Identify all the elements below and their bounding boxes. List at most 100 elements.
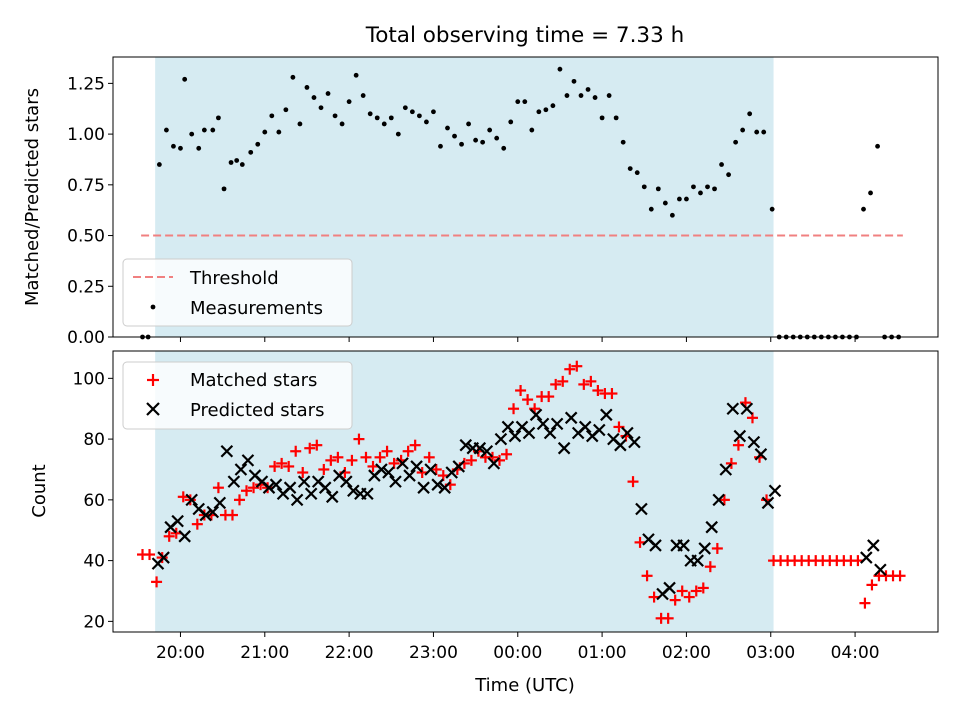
measurement-point [189, 131, 195, 137]
measurement-point [761, 129, 767, 135]
matched-star-point [641, 570, 653, 582]
matched-star-point [163, 530, 175, 542]
x-tick-label: 20:00 [156, 643, 205, 663]
predicted-star-point-b [424, 463, 437, 476]
matched-star-point [151, 576, 163, 588]
predicted-star-point-b [607, 432, 620, 446]
measurement-point [599, 115, 605, 121]
top-legend: Threshold Measurements [122, 258, 353, 327]
top-y-tick-label: 1.00 [67, 125, 105, 145]
measurement-point [627, 166, 633, 171]
matched-star-point [592, 384, 604, 396]
measurement-point [613, 115, 619, 121]
matched-star-point [662, 612, 674, 624]
measurement-point [733, 139, 739, 145]
predicted-star-point-b [241, 454, 255, 467]
predicted-star-point-b [536, 417, 550, 431]
predicted-star-point [733, 429, 747, 443]
bottom-legend: Matched stars Predicted stars [122, 361, 353, 430]
matched-star-point [311, 439, 323, 451]
predicted-star-point [459, 438, 473, 452]
matched-star-point [283, 460, 295, 472]
predicted-star-point-b [867, 539, 880, 552]
measurement-point [269, 113, 275, 119]
predicted-star-point [557, 441, 571, 455]
matched-star-point [177, 491, 189, 503]
matched-star-point [423, 451, 435, 463]
measurement-point [620, 139, 626, 145]
matched-star-point [697, 582, 709, 594]
bottom-y-tick-label: 100 [73, 369, 105, 389]
predicted-star-point [529, 408, 543, 422]
predicted-star-point [867, 539, 880, 552]
measurement-point [228, 160, 234, 165]
predicted-star-point [157, 551, 170, 564]
predicted-star-point-b [522, 426, 536, 440]
predicted-star-point [213, 496, 227, 510]
predicted-star-point-b [431, 478, 444, 491]
x-tick-label: 01:00 [578, 643, 627, 663]
matched-star-point [718, 494, 730, 506]
matched-star-point [711, 542, 723, 554]
predicted-star-point-b [269, 478, 283, 491]
predicted-star-point-b [403, 469, 416, 482]
measurement-point [311, 95, 317, 100]
predicted-star-point [325, 490, 339, 504]
measurement-point [416, 113, 422, 119]
measurement-point [571, 78, 577, 84]
measurement-point [522, 99, 528, 105]
predicted-stars-points [151, 402, 887, 601]
predicted-star-point [487, 457, 501, 470]
measurement-point [592, 95, 598, 100]
measurement-point [726, 172, 731, 178]
predicted-star-point [480, 444, 494, 458]
measurement-point [564, 93, 570, 98]
matched-star-point [683, 591, 695, 603]
predicted-star-point-b [262, 481, 276, 494]
measurement-point [606, 93, 612, 98]
predicted-star-point [747, 435, 761, 449]
predicted-star-point-b [318, 481, 332, 494]
measurement-point [875, 143, 880, 149]
predicted-star-point-b [487, 457, 501, 470]
matched-stars-points [137, 360, 906, 624]
predicted-star-point [635, 502, 648, 516]
matched-star-point [859, 597, 871, 609]
measurement-point [557, 66, 563, 72]
measurement-point [473, 137, 479, 143]
top-legend-box [122, 258, 353, 327]
bottom-y-tick-label: 40 [83, 552, 105, 572]
predicted-star-point-b [332, 469, 346, 482]
predicted-star-point-b [515, 420, 529, 434]
measurement-point [395, 131, 401, 137]
measurement-point [676, 196, 682, 202]
matched-star-point [374, 451, 386, 463]
matched-star-point [508, 403, 520, 415]
predicted-star-point [754, 448, 768, 461]
measurement-point [424, 119, 429, 125]
matched-star-point [402, 445, 414, 457]
matched-star-point [233, 494, 245, 506]
matched-star-point [318, 463, 330, 475]
bottom-y-ticks: 20 40 60 80 100 [73, 369, 113, 632]
predicted-star-point-b [557, 441, 571, 455]
measurement-point [304, 85, 310, 90]
measurement-point [698, 190, 703, 196]
legend-threshold-label: Threshold [189, 268, 279, 289]
measurement-point [325, 91, 331, 96]
predicted-star-point [262, 481, 276, 494]
measurement-point [171, 143, 176, 149]
top-y-tick-label: 1.25 [67, 74, 105, 94]
matched-star-point [416, 467, 428, 479]
matched-star-point [690, 585, 702, 597]
measurement-point [648, 206, 654, 212]
predicted-star-point-b [206, 505, 220, 519]
predicted-star-point [241, 454, 255, 467]
predicted-star-point-b [375, 463, 388, 476]
predicted-star-point-b [649, 539, 662, 552]
predicted-star-point [199, 508, 213, 522]
predicted-star-point [283, 481, 297, 494]
predicted-star-point-b [691, 554, 704, 567]
measurement-point [201, 127, 207, 133]
predicted-star-point-b [480, 444, 494, 458]
